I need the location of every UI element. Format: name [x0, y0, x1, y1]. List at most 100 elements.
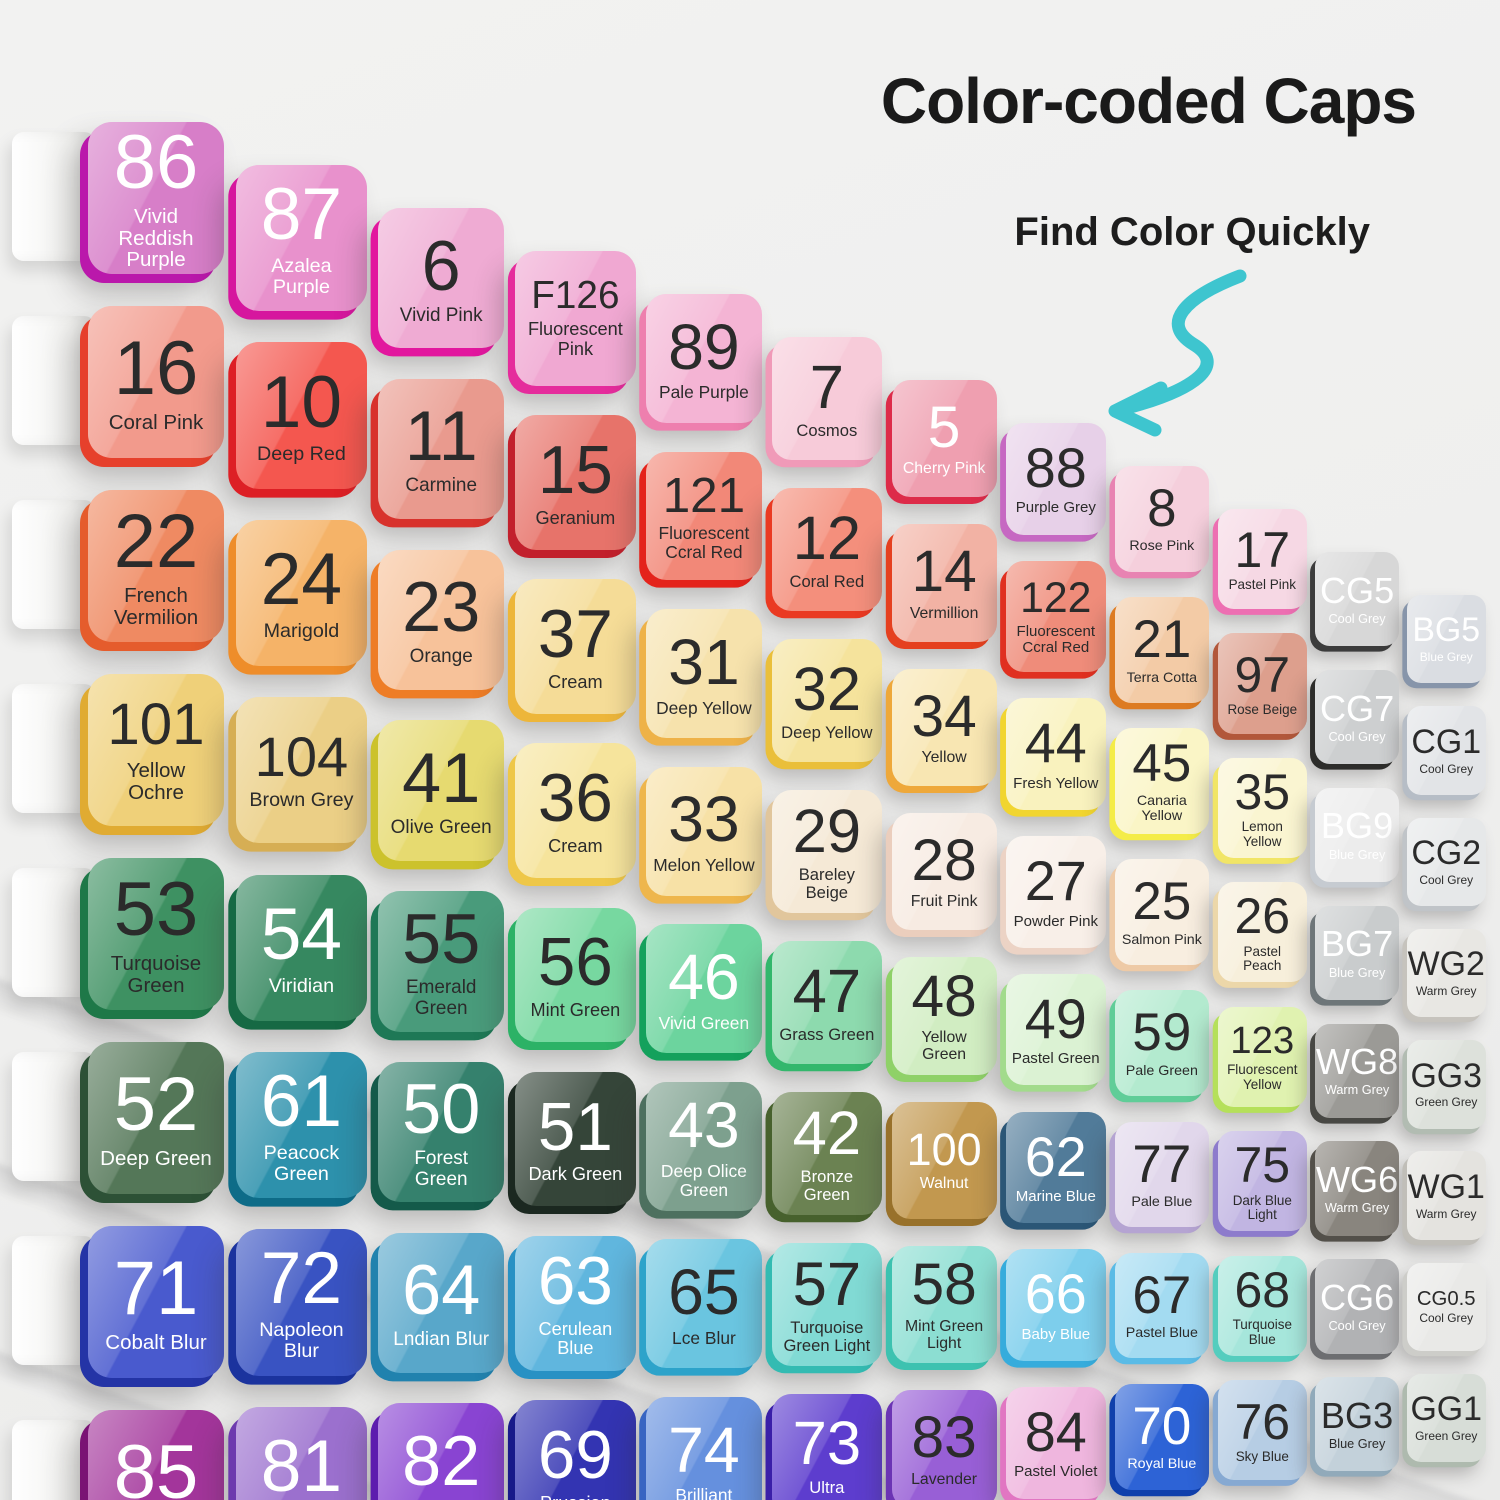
- cap-color-name: Fluorescent Ccral Red: [1016, 622, 1096, 656]
- cap-number: 27: [1024, 850, 1087, 913]
- cap-31: 31 Deep Yellow: [646, 609, 762, 738]
- cap-color-name: Blue Grey: [1328, 964, 1386, 980]
- cap-number: 61: [260, 1061, 343, 1142]
- cap-number: WG1: [1407, 1167, 1485, 1206]
- cap-color-name: French Vermilion: [113, 583, 199, 629]
- cap-48: 48 Yellow Green: [891, 957, 997, 1075]
- cap-number: 82: [402, 1421, 481, 1500]
- cap-26: 26 Pastel Peach: [1217, 882, 1308, 983]
- cap-number: CG5: [1319, 569, 1395, 611]
- cap-number: GG1: [1410, 1390, 1483, 1429]
- cap-color-name: Pastel Green: [1011, 1050, 1100, 1068]
- cap-number: 101: [107, 692, 205, 758]
- cap-35: 35 Lemon Yellow: [1217, 757, 1308, 859]
- cap-70: 70 Royal Blue: [1114, 1383, 1210, 1490]
- cap-color-name: Azalea Purple: [271, 254, 332, 299]
- cap-color-name: Deep Yellow: [781, 723, 873, 743]
- cap-number: 43: [668, 1089, 740, 1162]
- marker-barrel: [12, 1420, 96, 1500]
- cap-25: 25 Salmon Pink: [1114, 859, 1210, 966]
- cap-87: 87 Azalea Purple: [236, 165, 367, 312]
- cap-color-name: Warm Grey: [1324, 1082, 1390, 1098]
- cap-color-name: Pale Green: [1125, 1062, 1198, 1079]
- cap-33: 33 Melon Yellow: [646, 766, 762, 896]
- cap-16: 16 Coral Pink: [88, 306, 224, 458]
- cap-color-name: Ultra: [809, 1478, 845, 1498]
- cap-number: CG6: [1319, 1276, 1395, 1318]
- cap-color-name: Green Grey: [1415, 1095, 1478, 1110]
- cap-color-name: Purple Grey: [1015, 499, 1096, 517]
- cap-number: BG9: [1320, 805, 1394, 847]
- cap-color-name: Cream: [548, 835, 603, 856]
- cap-number: 84: [1024, 1401, 1087, 1464]
- cap-57: 57 Turquoise Green Light: [771, 1242, 883, 1366]
- cap-color-name: Turquoise Green Light: [783, 1318, 871, 1355]
- cap-number: 47: [792, 956, 862, 1026]
- cap-color-name: Grass Green: [779, 1025, 875, 1045]
- cap-color-name: Mint Green: [530, 1000, 621, 1021]
- cap-F126: F126 Fluorescent Pink: [515, 251, 637, 386]
- cap-68: 68 Turquoise Blue: [1217, 1255, 1308, 1356]
- cap-number: 23: [402, 567, 481, 647]
- cap-WG8: WG8 Warm Grey: [1314, 1023, 1400, 1118]
- cap-WG2: WG2 Warm Grey: [1406, 928, 1486, 1018]
- cap-color-name: Deep Red: [257, 442, 346, 465]
- cap-number: 22: [113, 498, 199, 584]
- cap-number: 44: [1024, 712, 1087, 775]
- cap-number: 5: [927, 394, 961, 460]
- cap-number: CG1: [1411, 722, 1482, 761]
- cap-color-name: Cool Grey: [1328, 610, 1386, 626]
- cap-color-name: Pale Blue: [1131, 1193, 1193, 1210]
- cap-color-name: Deep Yellow: [656, 697, 752, 718]
- cap-WG1: WG1 Warm Grey: [1406, 1151, 1486, 1241]
- cap-color-name: Cool Grey: [1328, 1318, 1386, 1334]
- cap-56: 56 Mint Green: [515, 907, 637, 1043]
- cap-color-name: Forest Green: [414, 1148, 469, 1190]
- cap-71: 71 Cobalt Blur: [88, 1226, 224, 1378]
- cap-28: 28 Fruit Pink: [891, 812, 997, 931]
- marker-barrel: [12, 684, 96, 814]
- cap-6: 6 Vivid Pink: [378, 208, 505, 349]
- cap-color-name: Pastel Blue: [1125, 1325, 1198, 1342]
- cap-number: 14: [911, 539, 977, 605]
- cap-104: 104 Brown Grey: [236, 697, 367, 844]
- cap-59: 59 Pale Green: [1114, 990, 1210, 1097]
- cap-color-name: Cool Grey: [1419, 1311, 1474, 1326]
- cap-number: 26: [1234, 888, 1291, 945]
- cap-number: 10: [260, 361, 343, 443]
- cap-34: 34 Yellow: [891, 668, 997, 787]
- cap-color-name: Olive Green: [390, 816, 492, 838]
- cap-number: 68: [1234, 1261, 1291, 1318]
- cap-74: 74 Brilliant: [646, 1396, 762, 1500]
- cap-CG2: CG2 Cool Grey: [1406, 817, 1486, 907]
- cap-number: 11: [404, 396, 478, 476]
- cap-number: 17: [1234, 522, 1291, 579]
- cap-color-name: Warm Grey: [1324, 1200, 1390, 1216]
- cap-number: CG0.5: [1416, 1287, 1476, 1310]
- cap-number: WG2: [1407, 945, 1485, 984]
- cap-76: 76 Sky Blue: [1217, 1380, 1308, 1481]
- cap-64: 64 Lndian Blur: [378, 1232, 505, 1374]
- cap-number: 76: [1234, 1393, 1291, 1450]
- cap-color-name: Pale Purple: [658, 382, 749, 403]
- cap-number: 6: [421, 225, 461, 305]
- cap-color-name: Coral Pink: [108, 410, 204, 434]
- cap-7: 7 Cosmos: [771, 337, 883, 461]
- cap-number: 24: [260, 539, 343, 621]
- cap-number: 49: [1024, 987, 1087, 1050]
- cap-83: 83 Lavender: [891, 1390, 997, 1500]
- cap-number: 28: [911, 827, 977, 893]
- cap-121: 121 Fluorescent Ccral Red: [646, 451, 762, 581]
- cap-color-name: Fluorescent Ccral Red: [658, 523, 750, 562]
- cap-color-name: Baby Blue: [1021, 1325, 1091, 1343]
- cap-color-name: Rose Pink: [1129, 538, 1195, 555]
- cap-color-name: Cobalt Blur: [105, 1330, 207, 1354]
- cap-62: 62 Marine Blue: [1005, 1111, 1106, 1224]
- cap-67: 67 Pastel Blue: [1114, 1252, 1210, 1359]
- cap-number: 73: [792, 1409, 862, 1479]
- cap-color-name: Prussian: [540, 1493, 611, 1500]
- cap-number: 25: [1132, 872, 1192, 932]
- cap-82: 82Light: [378, 1403, 505, 1500]
- cap-22: 22 French Vermilion: [88, 490, 224, 642]
- cap-number: 52: [113, 1061, 199, 1147]
